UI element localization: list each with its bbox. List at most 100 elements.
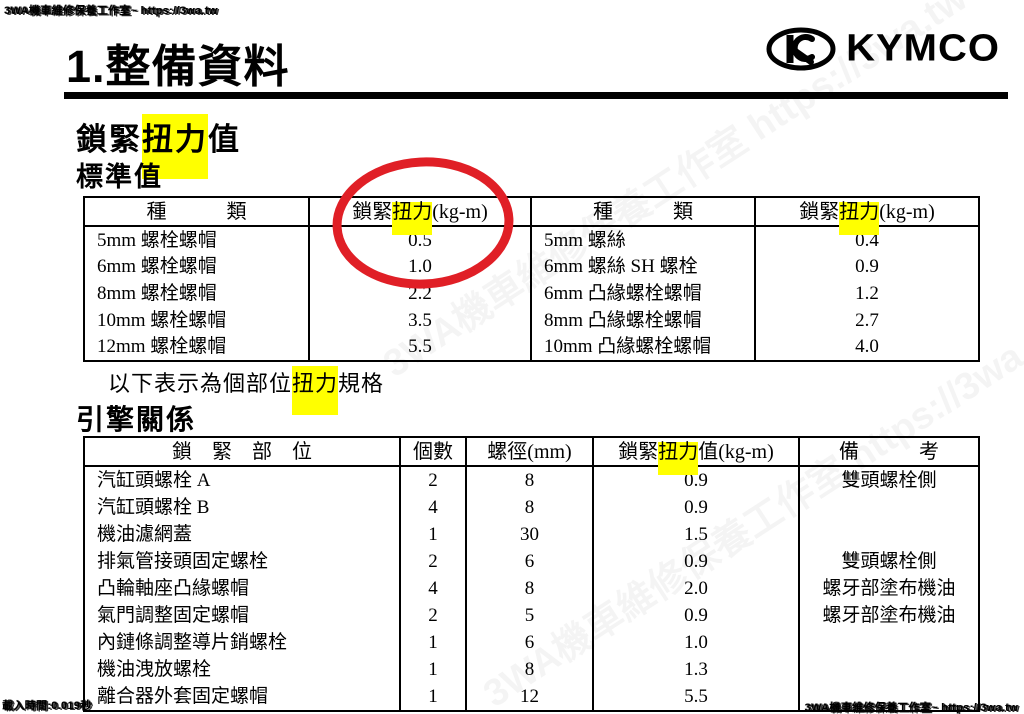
torque-value: 2.0 [592,575,798,602]
torque-value: 0.9 [592,602,798,629]
torque-value: 0.9 [592,494,798,521]
part-name: 機油洩放螺栓 [97,659,212,680]
fastener-type: 5mm 螺栓螺帽 [97,229,217,251]
diameter-value: 8 [465,656,592,683]
note-text: 規格 [338,371,385,396]
fastener-type: 5mm 螺絲 [530,227,754,254]
remark-value [798,683,978,710]
torque-highlight: 扭力 [839,200,880,235]
remark-value [798,629,978,656]
torque-value: 1.0 [308,253,530,281]
header-text: 鎖緊 [618,440,659,463]
part-name: 汽缸頭螺栓 B [97,497,210,518]
remark-value: 雙頭螺栓側 [798,467,978,494]
kymco-logo: KYMCO [766,26,1000,71]
fastener-type: 8mm 凸緣螺栓螺帽 [530,306,754,334]
header-rule [64,92,1008,99]
page-title: 1.整備資料 [66,41,290,92]
diameter-value: 30 [465,521,592,548]
diameter-value: 8 [465,467,592,494]
part-name: 機油濾網蓋 [97,524,193,545]
qty-value: 4 [399,575,465,602]
torque-value: 0.9 [592,548,798,575]
column-header-type: 種 類 [530,198,754,227]
column-header-torque: 鎖緊 扭力 值(kg-m) [592,438,798,475]
note-text: 以下表示為個部位 [108,371,293,396]
torque-highlight: 扭力 [392,200,433,235]
part-name: 汽缸頭螺栓 A [97,470,211,491]
standard-values-subheading: 標準值 [76,162,163,192]
standard-torque-table: 種 類 鎖緊 扭力 (kg-m) 種 類 鎖緊 扭力 (kg-m) 5mm 螺栓螺帽 0… [83,196,980,362]
header-text: (kg-m) [879,200,935,223]
torque-value: 1.2 [754,280,978,307]
torque-value: 0.4 [754,227,978,254]
qty-value: 1 [399,683,465,710]
remark-value [798,521,978,548]
remark-value [798,656,978,683]
torque-value: 1.0 [592,629,798,656]
torque-value: 4.0 [754,333,978,360]
diameter-value: 5 [465,602,592,629]
qty-value: 1 [399,656,465,683]
diameter-value: 8 [465,494,592,521]
column-header-remark: 備 考 [798,438,978,467]
fastener-type: 6mm 凸緣螺栓螺帽 [530,280,754,307]
fastener-type: 12mm 螺栓螺帽 [97,336,227,358]
brand-name: KYMCO [846,27,1000,69]
torque-spec-note: 以下表示為個部位扭力規格 [108,366,385,415]
torque-value: 0.9 [754,253,978,281]
part-name: 排氣管接頭固定螺栓 [97,551,269,572]
section-heading: 鎖緊扭力值 [76,114,241,179]
header-text: 鎖緊 [799,200,840,223]
kymco-emblem-icon [766,27,836,70]
torque-value: 5.5 [592,683,798,710]
column-header-type: 種 類 [85,198,308,227]
column-header-qty: 個數 [399,438,465,467]
watermark-load-time: 載入時間:0.019秒 [2,700,92,712]
torque-value: 5.5 [308,333,530,360]
column-header-torque: 鎖緊 扭力 (kg-m) [754,198,978,235]
remark-value: 螺牙部塗布機油 [798,602,978,629]
watermark-top-left: 3WA機車維修保養工作室~ https://3wa.tw [4,5,218,17]
watermark-bottom-right: 3WA機車維修保養工作室~ https://3wa.tw [804,702,1018,714]
column-header-diameter: 螺徑(mm) [465,438,592,467]
qty-value: 1 [399,629,465,656]
heading-text: 鎖緊 [76,122,142,157]
part-name: 凸輪軸座凸緣螺帽 [97,578,250,599]
torque-value: 3.5 [308,306,530,334]
remark-value: 螺牙部塗布機油 [798,575,978,602]
torque-highlight: 扭力 [658,440,699,475]
part-name: 氣門調整固定螺帽 [97,605,250,626]
fastener-type: 6mm 螺絲 SH 螺栓 [530,253,754,281]
remark-value: 雙頭螺栓側 [798,548,978,575]
qty-value: 2 [399,467,465,494]
qty-value: 4 [399,494,465,521]
engine-torque-table: 鎖 緊 部 位 個數 螺徑(mm) 鎖緊 扭力 值(kg-m) 備 考 汽缸頭螺栓 … [83,436,980,712]
heading-text: 值 [208,122,241,157]
fastener-type: 10mm 螺栓螺帽 [97,309,227,331]
header-text: 鎖緊 [352,200,393,223]
part-name: 離合器外套固定螺帽 [97,686,269,707]
torque-value: 2.2 [308,280,530,307]
fastener-type: 6mm 螺栓螺帽 [97,256,217,278]
column-header-torque: 鎖緊 扭力 (kg-m) [308,198,530,235]
diameter-value: 12 [465,683,592,710]
qty-value: 1 [399,521,465,548]
diameter-value: 6 [465,629,592,656]
part-name: 內鏈條調整導片銷螺栓 [97,632,288,653]
header-text: 值(kg-m) [698,440,774,463]
qty-value: 2 [399,548,465,575]
engine-section-heading: 引擎關係 [76,404,197,435]
torque-value: 2.7 [754,306,978,334]
diameter-value: 6 [465,548,592,575]
column-header-part: 鎖 緊 部 位 [85,438,399,467]
diameter-value: 8 [465,575,592,602]
fastener-type: 8mm 螺栓螺帽 [97,282,217,304]
remark-value [798,494,978,521]
fastener-type: 10mm 凸緣螺栓螺帽 [530,333,754,360]
qty-value: 2 [399,602,465,629]
torque-value: 1.3 [592,656,798,683]
torque-value: 1.5 [592,521,798,548]
torque-highlight: 扭力 [142,114,208,179]
